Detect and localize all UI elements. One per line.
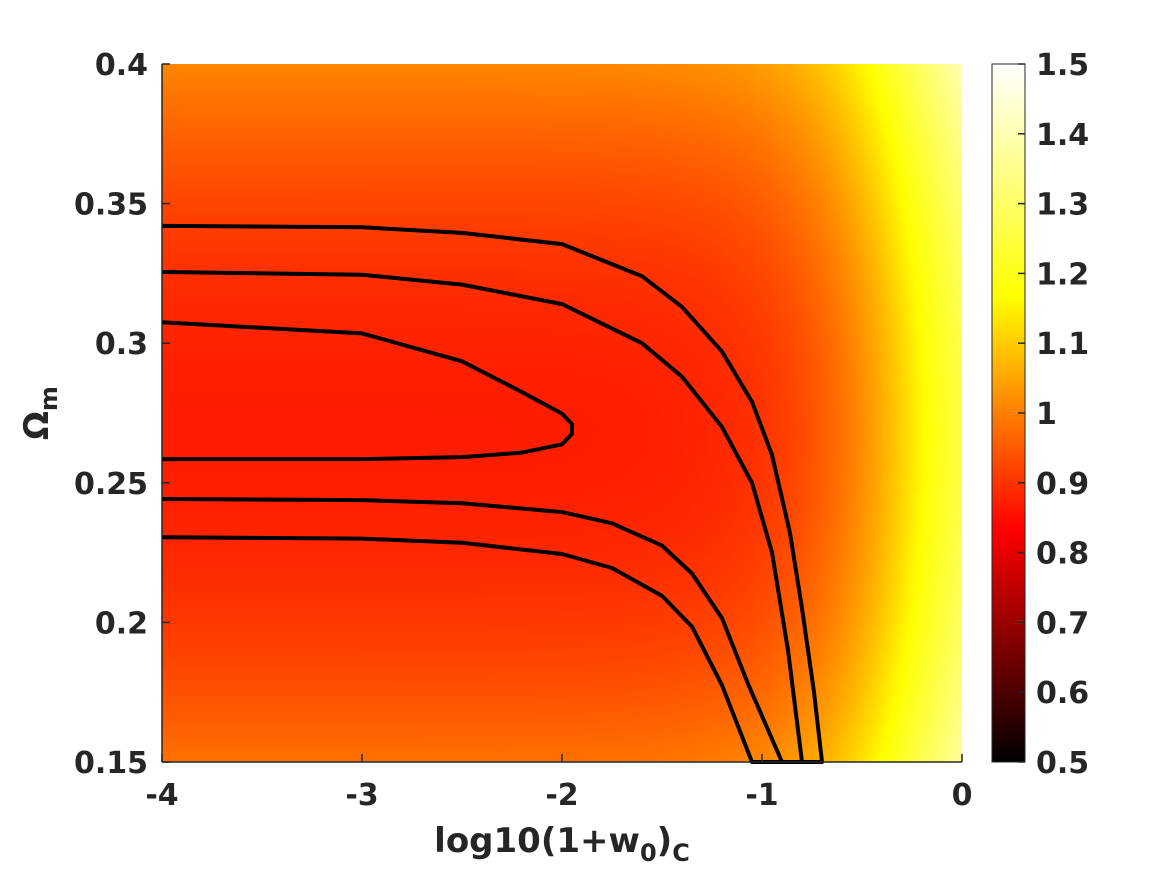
x-tick-label: -3	[345, 778, 378, 813]
colorbar: 0.5 0.6 0.7 0.8 0.9 1 1.1 1.2 1.3 1.4 1.5	[991, 48, 1089, 781]
colorbar-ticks: 0.5 0.6 0.7 0.8 0.9 1 1.1 1.2 1.3 1.4 1.5	[1018, 48, 1089, 781]
contour-outer	[161, 223, 824, 764]
x-tick-label: -4	[145, 778, 178, 813]
contour-inner	[161, 320, 574, 462]
x-tick-label: -2	[545, 778, 578, 813]
y-tick-label: 0.35	[74, 188, 148, 223]
colorbar-tick-label: 1.5	[1036, 48, 1089, 83]
x-tick-label: -1	[745, 778, 778, 813]
colorbar-tick-label: 0.7	[1036, 606, 1089, 641]
colorbar-tick-label: 1.2	[1036, 257, 1089, 292]
colorbar-tick-label: 0.6	[1036, 676, 1089, 711]
x-axis-ticks: -4 -3 -2 -1 0	[145, 754, 972, 813]
y-tick-label: 0.15	[74, 746, 148, 781]
x-axis-title: log10(1+w0)C	[434, 821, 690, 867]
y-axis-title: Ωm	[17, 386, 63, 440]
colorbar-tick-label: 0.9	[1036, 467, 1089, 502]
colorbar-tick-label: 1.1	[1036, 327, 1089, 362]
colorbar-tick-label: 1.3	[1036, 188, 1089, 223]
colorbar-tick-label: 0.8	[1036, 537, 1089, 572]
y-tick-label: 0.2	[95, 606, 148, 641]
colorbar-tick-label: 0.5	[1036, 746, 1089, 781]
y-tick-label: 0.25	[74, 467, 148, 502]
colorbar-tick-label: 1.4	[1036, 118, 1089, 153]
y-tick-label: 0.3	[95, 327, 148, 362]
colorbar-tick-label: 1	[1036, 397, 1057, 432]
x-tick-label: 0	[952, 778, 973, 813]
y-axis-ticks: 0.15 0.2 0.25 0.3 0.35 0.4	[74, 48, 170, 781]
y-tick-label: 0.4	[95, 48, 148, 83]
